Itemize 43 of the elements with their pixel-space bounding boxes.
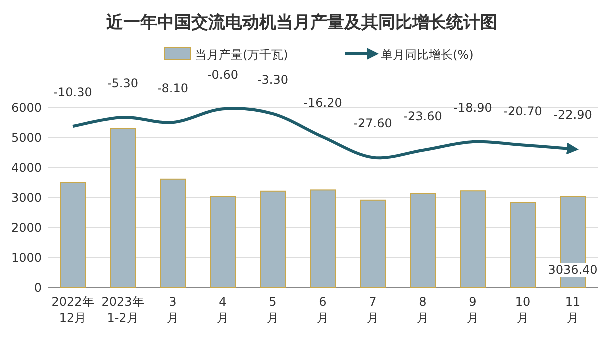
bar	[510, 202, 536, 288]
chart-title: 近一年中国交流电动机当月产量及其同比增长统计图	[106, 13, 498, 33]
y-tick-label: 2000	[11, 221, 42, 235]
x-tick-label: 5 月	[267, 295, 279, 325]
data-label: -5.30	[107, 76, 139, 91]
data-label: -23.60	[404, 109, 442, 124]
bar	[460, 190, 486, 288]
y-tick-label: 4000	[11, 161, 42, 175]
data-label: -27.60	[354, 116, 392, 131]
data-label: -16.20	[304, 96, 342, 110]
data-label: -10.30	[54, 86, 92, 100]
data-label: -0.60	[207, 68, 239, 82]
legend-label: 单月同比增长(%)	[381, 48, 474, 62]
x-tick-label: 10 月	[515, 295, 531, 325]
x-tick-label: 3 月	[167, 295, 179, 325]
data-label: -20.70	[504, 104, 542, 118]
data-label: -22.90	[554, 108, 592, 122]
bar	[110, 128, 136, 288]
bar	[360, 200, 386, 288]
x-tick-label: 9 月	[467, 295, 479, 325]
bar	[260, 190, 286, 288]
x-tick-label: 8 月	[417, 295, 429, 325]
x-tick-label: 4 月	[217, 295, 229, 325]
bar	[160, 178, 186, 288]
y-tick-label: 0	[34, 281, 42, 295]
y-tick-label: 3000	[11, 191, 42, 205]
legend-label: 当月产量(万千瓦)	[195, 48, 288, 62]
bar	[60, 182, 86, 288]
y-tick-label: 6000	[11, 101, 42, 115]
x-tick-label: 2022年 12月	[52, 295, 94, 325]
x-tick-label: 11 月	[565, 295, 581, 325]
x-tick-label: 7 月	[367, 295, 379, 325]
data-label: -18.90	[454, 101, 492, 116]
bar	[310, 190, 336, 288]
data-label: 3036.40	[548, 263, 598, 277]
bar	[410, 193, 436, 288]
data-label: -3.30	[257, 72, 289, 87]
bar	[210, 196, 236, 288]
x-tick-label: 2023年 1-2月	[102, 295, 144, 325]
x-tick-label: 6 月	[317, 295, 329, 325]
data-label: -8.10	[157, 82, 189, 96]
y-tick-label: 5000	[11, 131, 42, 145]
y-tick-label: 1000	[11, 251, 42, 265]
